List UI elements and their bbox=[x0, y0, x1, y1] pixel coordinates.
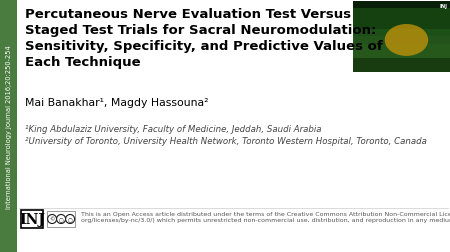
Circle shape bbox=[66, 215, 75, 224]
Text: ○: ○ bbox=[58, 217, 63, 222]
Ellipse shape bbox=[385, 25, 428, 57]
Text: ©: © bbox=[50, 217, 55, 222]
Bar bbox=[47, 211, 75, 227]
Bar bbox=[353, 30, 450, 58]
Bar bbox=[0, 0, 17, 252]
Circle shape bbox=[48, 215, 57, 224]
Text: ¹King Abdulaziz University, Faculty of Medicine, Jeddah, Saudi Arabia: ¹King Abdulaziz University, Faculty of M… bbox=[25, 124, 322, 134]
Text: This is an Open Access article distributed under the terms of the Creative Commo: This is an Open Access article distribut… bbox=[81, 211, 450, 222]
Text: ²University of Toronto, University Health Network, Toronto Western Hospital, Tor: ²University of Toronto, University Healt… bbox=[25, 137, 427, 145]
Circle shape bbox=[57, 215, 66, 224]
Text: Percutaneous Nerve Evaluation Test Versus
Staged Test Trials for Sacral Neuromod: Percutaneous Nerve Evaluation Test Versu… bbox=[25, 8, 383, 69]
Text: Mai Banakhar¹, Magdy Hassouna²: Mai Banakhar¹, Magdy Hassouna² bbox=[25, 98, 209, 108]
Text: ○: ○ bbox=[68, 217, 72, 222]
Text: INJ: INJ bbox=[439, 4, 447, 9]
Bar bbox=[353, 2, 450, 73]
Bar bbox=[21, 210, 43, 228]
Bar bbox=[353, 44, 450, 73]
Bar bbox=[353, 9, 450, 37]
Text: International Neurology Journal 2016;20:250-254: International Neurology Journal 2016;20:… bbox=[5, 45, 12, 208]
Text: INJ: INJ bbox=[19, 212, 45, 226]
